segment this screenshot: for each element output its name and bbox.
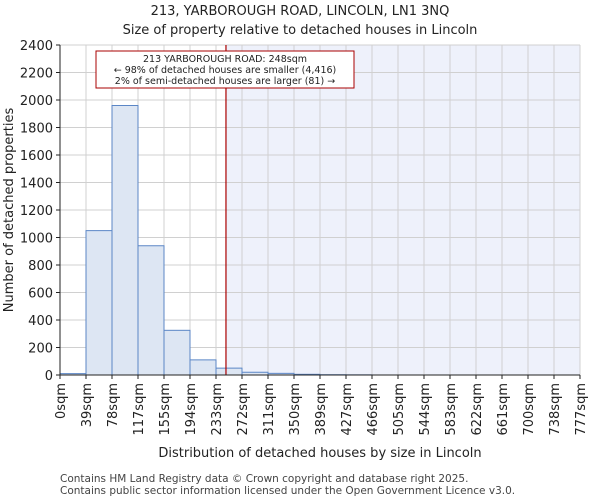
y-tick-label: 600 <box>28 287 53 302</box>
x-tick-label: 738sqm <box>548 383 563 436</box>
x-tick-label: 311sqm <box>262 383 277 436</box>
x-axis-label: Distribution of detached houses by size … <box>158 446 481 461</box>
x-tick-label: 350sqm <box>288 383 303 436</box>
x-tick-label: 661sqm <box>496 383 511 436</box>
y-tick-label: 1200 <box>20 204 53 219</box>
x-tick-label: 544sqm <box>418 383 433 436</box>
bar <box>189 359 217 376</box>
chart-title-line1: 213, YARBOROUGH ROAD, LINCOLN, LN1 3NQ <box>151 4 450 19</box>
y-axis-label: Number of detached properties <box>2 108 17 313</box>
bar <box>111 105 139 376</box>
bar <box>163 329 191 376</box>
x-tick-label: 622sqm <box>470 383 485 436</box>
bars <box>59 105 373 376</box>
y-tick-label: 1600 <box>20 149 53 164</box>
x-tick-label: 233sqm <box>210 383 225 436</box>
bar <box>137 245 165 376</box>
y-tick-label: 2000 <box>20 94 53 109</box>
x-tick-label: 777sqm <box>574 383 589 436</box>
annotation-box <box>95 50 355 89</box>
x-axis-ticks: 0sqm 39sqm 78sqm 117sqm 155sqm 194sqm 233sqm 27… <box>54 375 589 436</box>
annotation-line2: ← 98% of detached houses are smaller (4,… <box>114 65 337 76</box>
chart-title-line2: Size of property relative to detached ho… <box>123 23 478 38</box>
y-tick-label: 0 <box>45 369 53 384</box>
x-tick-label: 194sqm <box>184 383 199 436</box>
annotation-line1: 213 YARBOROUGH ROAD: 248sqm <box>143 54 307 65</box>
x-tick-label: 583sqm <box>444 383 459 436</box>
x-tick-label: 505sqm <box>392 383 407 436</box>
bar <box>215 367 243 376</box>
x-tick-label: 78sqm <box>106 383 121 427</box>
footer-line2: Contains public sector information licen… <box>60 485 515 497</box>
y-tick-label: 2400 <box>20 39 53 54</box>
x-tick-label: 39sqm <box>80 383 95 427</box>
y-tick-label: 400 <box>28 314 53 329</box>
y-tick-label: 200 <box>28 342 53 357</box>
annotation-line3: 2% of semi-detached houses are larger (8… <box>115 76 335 87</box>
y-tick-label: 1000 <box>20 232 53 247</box>
x-tick-label: 0sqm <box>54 383 69 419</box>
y-tick-label: 800 <box>28 259 53 274</box>
plot-area: 213 YARBOROUGH ROAD: 248sqm ← 98% of det… <box>20 39 589 436</box>
x-tick-label: 155sqm <box>158 383 173 436</box>
footer-line1: Contains HM Land Registry data © Crown c… <box>60 473 468 485</box>
x-tick-label: 466sqm <box>366 383 381 436</box>
bar <box>85 230 113 376</box>
y-tick-label: 2200 <box>20 67 53 82</box>
y-axis-ticks: 0 200 400 600 800 1000 1200 1400 1600 1800 2000 220… <box>20 39 60 384</box>
x-tick-label: 427sqm <box>340 383 355 436</box>
y-tick-label: 1400 <box>20 177 53 192</box>
x-tick-label: 389sqm <box>314 383 329 436</box>
x-tick-label: 700sqm <box>522 383 537 436</box>
x-tick-label: 117sqm <box>132 383 147 436</box>
x-tick-label: 272sqm <box>236 383 251 436</box>
y-tick-label: 1800 <box>20 122 53 137</box>
